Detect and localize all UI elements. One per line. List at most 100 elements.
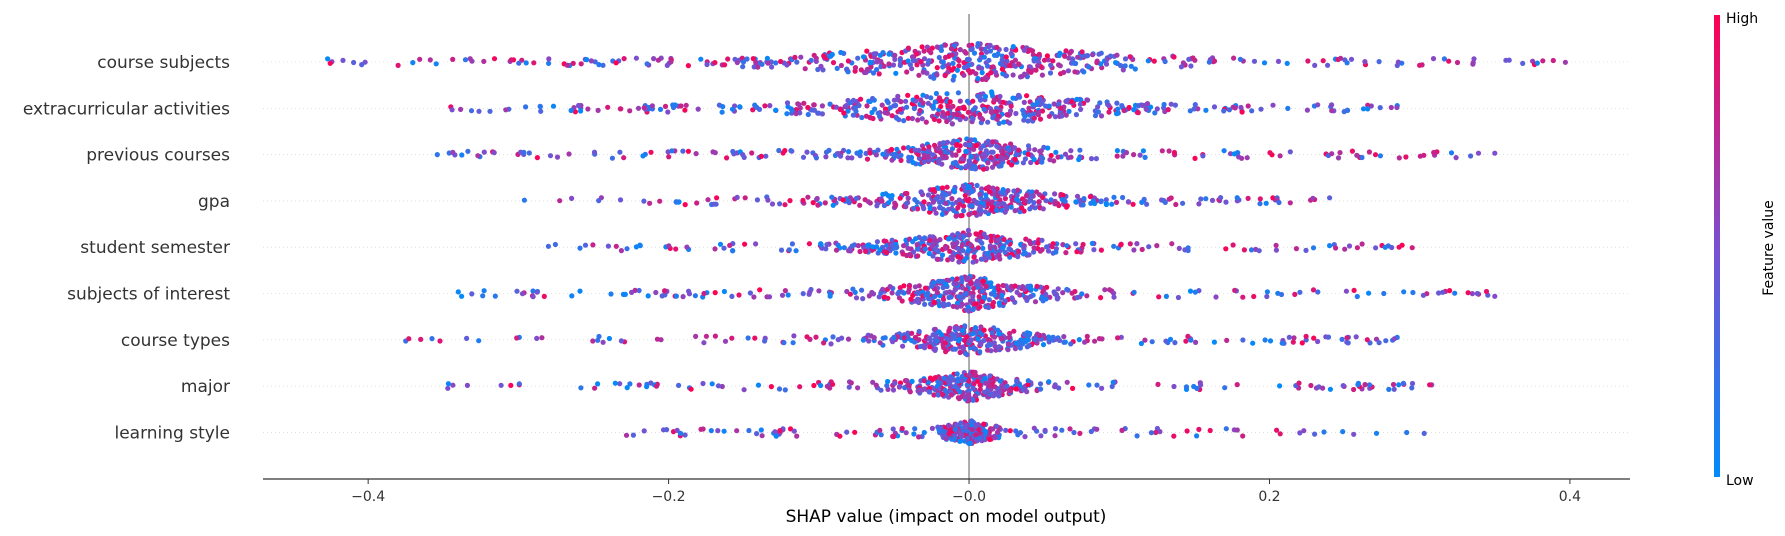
shap-point (1232, 287, 1238, 293)
shap-point (927, 205, 933, 211)
shap-point (1039, 237, 1045, 243)
shap-point (1345, 340, 1351, 346)
shap-point (991, 340, 997, 346)
shap-point (685, 63, 692, 69)
shap-point (879, 198, 885, 204)
shap-point (948, 46, 955, 52)
shap-point (459, 152, 465, 158)
shap-point (990, 299, 997, 306)
shap-point (884, 383, 890, 389)
shap-point (949, 121, 955, 127)
shap-point (985, 201, 991, 207)
shap-point (1025, 378, 1031, 384)
shap-point (1042, 427, 1048, 433)
shap-point (1127, 54, 1133, 60)
shap-point (919, 44, 925, 50)
shap-point (962, 192, 968, 199)
shap-point (1012, 346, 1019, 352)
shap-point (946, 336, 952, 342)
shap-point (949, 254, 955, 260)
shap-point (1240, 337, 1246, 343)
shap-point (1190, 55, 1196, 61)
shap-point (793, 248, 799, 254)
shap-point (845, 58, 852, 64)
shap-point (810, 200, 816, 206)
shap-point (1052, 384, 1058, 390)
shap-point (1050, 334, 1056, 340)
shap-point (1388, 104, 1394, 111)
shap-point (782, 288, 789, 294)
shap-point (1034, 189, 1040, 195)
shap-point (977, 330, 983, 336)
shap-point (751, 294, 757, 300)
shap-point (1056, 101, 1062, 107)
shap-point (1421, 430, 1427, 436)
shap-point (588, 58, 595, 64)
shap-point (910, 239, 916, 245)
shap-point (340, 57, 346, 64)
shap-point (534, 335, 540, 341)
shap-point (914, 242, 920, 248)
shap-point (877, 113, 883, 119)
shap-point (986, 57, 992, 63)
shap-point (688, 386, 694, 392)
shap-point (884, 98, 890, 104)
shap-point (994, 207, 1000, 213)
shap-point (1084, 333, 1090, 339)
shap-point (908, 296, 914, 302)
shap-point (476, 108, 482, 114)
shap-point (759, 433, 765, 439)
shap-point (1038, 154, 1044, 160)
shap-point (755, 382, 762, 388)
shap-point (1180, 200, 1186, 206)
shap-point (1038, 433, 1044, 439)
shap-point (948, 104, 955, 110)
shap-point (966, 440, 972, 447)
shap-point (1062, 151, 1069, 157)
shap-point (1034, 99, 1040, 105)
shap-point (773, 60, 779, 66)
shap-point (998, 154, 1004, 160)
shap-point (889, 290, 895, 296)
shap-point (1237, 56, 1243, 62)
shap-point (1111, 290, 1117, 296)
shap-point (996, 163, 1002, 169)
shap-point (801, 100, 807, 106)
shap-point (1200, 153, 1206, 159)
shap-point (641, 105, 647, 111)
shap-point (879, 102, 885, 108)
shap-point (747, 290, 754, 296)
shap-point (709, 381, 715, 387)
feature-label: student semester (80, 238, 230, 258)
shap-point (670, 102, 676, 108)
shap-point (963, 351, 969, 357)
shap-point (914, 62, 920, 68)
shap-point (1078, 106, 1084, 112)
shap-point (926, 335, 932, 341)
shap-point (860, 337, 867, 343)
shap-point (1441, 56, 1447, 62)
shap-point (935, 185, 942, 191)
shap-point (1342, 246, 1348, 252)
shap-point (682, 202, 688, 208)
shap-point (990, 149, 996, 155)
shap-point (1440, 289, 1446, 295)
shap-point (1077, 430, 1083, 436)
shap-point (933, 334, 940, 340)
shap-point (514, 335, 520, 341)
shap-point (1114, 111, 1120, 117)
shap-point (936, 159, 942, 165)
shap-point (1035, 109, 1042, 115)
shap-point (971, 345, 977, 351)
shap-point (948, 294, 954, 300)
shap-point (945, 257, 951, 263)
shap-point (1114, 52, 1120, 58)
shap-point (1348, 56, 1355, 62)
shap-point (1014, 378, 1020, 384)
shap-point (633, 244, 640, 250)
shap-point (874, 239, 881, 245)
shap-point (956, 58, 962, 64)
shap-point (934, 72, 940, 78)
shap-point (1221, 108, 1227, 114)
shap-point (1409, 245, 1415, 251)
